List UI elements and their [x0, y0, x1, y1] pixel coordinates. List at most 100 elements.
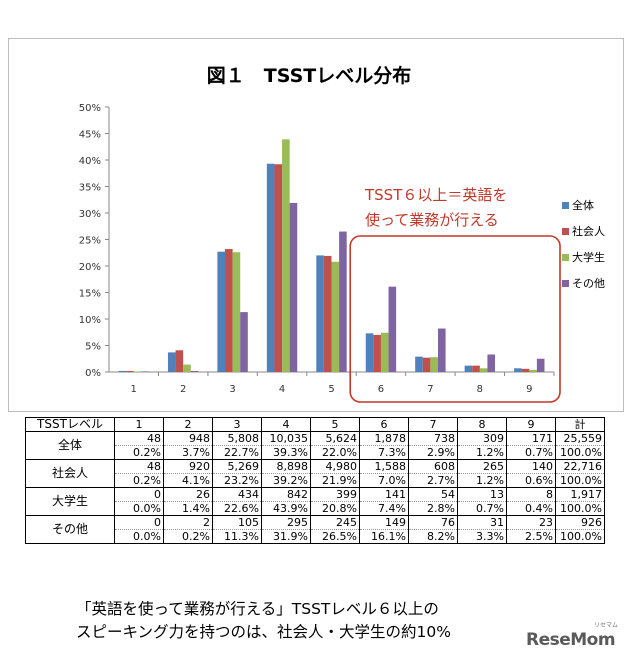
table-cell-count: 13	[457, 487, 507, 502]
caption: 「英語を使って業務が行える」TSSTレベル６以上の スピーキング力を持つのは、社…	[76, 598, 451, 644]
table-row: 0.0% 1.4% 22.6% 43.9% 20.8% 7.4% 2.8% 0.7% 0.4% 1…	[26, 501, 605, 516]
highlight-box	[349, 235, 561, 403]
table-row: その他 0 2 105 295 245 149 76 31 23 926	[25, 515, 605, 544]
bar	[373, 334, 381, 372]
legend-label: 大学生	[572, 250, 605, 264]
legend-swatch	[562, 280, 569, 287]
table-cell-percent: 100.0%	[555, 473, 605, 488]
bar	[437, 328, 446, 372]
table-cell-count: 245	[310, 515, 360, 530]
bar	[118, 370, 127, 372]
bar	[323, 255, 332, 372]
table-cell-count: 309	[457, 431, 507, 446]
y-tick-label: 20%	[79, 262, 101, 273]
y-tick-label: 5%	[85, 342, 101, 353]
table-row: 0.0% 0.2% 11.3% 31.9% 26.5% 16.1% 8.2% 3.3% 2.5%…	[26, 529, 605, 544]
chart-title: 図１ TSSTレベル分布	[207, 64, 411, 87]
legend-label: 全体	[572, 198, 594, 212]
table-cell-percent: 100.0%	[555, 529, 605, 544]
chart-frame: 図１ TSSTレベル分布 0% 5% 10% 15% 20% 25% 30% 35% 40% 45…	[8, 38, 624, 412]
x-tick-label: 3	[229, 384, 235, 395]
table-cell-percent: 2.7%	[408, 473, 458, 488]
bar	[339, 231, 347, 372]
bar	[126, 370, 134, 372]
y-axis: 0% 5% 10% 15% 20% 25% 30% 35% 40% 45% 50%	[79, 103, 110, 379]
legend-swatch	[562, 228, 569, 235]
bar	[529, 369, 537, 372]
table-cell-percent: 22.7%	[212, 445, 262, 460]
legend-label: その他	[572, 277, 605, 290]
table-cell-percent: 7.3%	[359, 445, 409, 460]
table-cell-percent: 0.2%	[114, 473, 164, 488]
x-tick-label: 2	[180, 384, 186, 395]
bar	[415, 356, 423, 372]
table-row: 全体 48 948 5,808 10,035 5,624 1,878 738 309 171 25,…	[25, 431, 605, 460]
table-cell-count: 1,588	[359, 459, 409, 474]
table-cell-count: 926	[555, 515, 605, 530]
table-cell-percent: 8.2%	[408, 529, 458, 544]
bar	[430, 357, 438, 372]
table-row-label: 社会人	[25, 459, 115, 488]
bar	[274, 164, 283, 372]
table-cell-count: 8	[506, 487, 556, 502]
y-tick-label: 50%	[79, 103, 101, 114]
table-cell-percent: 0.2%	[163, 529, 213, 544]
table-cell-percent: 22.0%	[310, 445, 360, 460]
table-header-row: TSSTレベル 1 2 3 4 5 6 7 8 9 計	[25, 417, 605, 432]
table-cell-percent: 21.9%	[310, 473, 360, 488]
bar	[225, 249, 233, 372]
y-tick-label: 15%	[79, 289, 101, 300]
bar	[536, 358, 545, 372]
table-header-cell: 9	[506, 417, 556, 432]
bar	[232, 252, 241, 372]
caption-line-1: 「英語を使って業務が行える」TSSTレベル６以上の	[76, 600, 439, 618]
table-cell-count: 23	[506, 515, 556, 530]
table-cell-count: 10,035	[261, 431, 311, 446]
x-tick-label: 4	[279, 384, 285, 395]
table-header-cell: 2	[163, 417, 213, 432]
table-cell-count: 54	[408, 487, 458, 502]
bar	[316, 255, 324, 372]
data-table: TSSTレベル 1 2 3 4 5 6 7 8 9 計全体 48 948 5,808 10,035 5,624…	[25, 417, 605, 544]
x-tick-label: 9	[526, 384, 532, 395]
y-tick-label: 10%	[79, 315, 101, 326]
legend-label: 社会人	[572, 224, 605, 238]
table-cell-count: 2	[163, 515, 213, 530]
table-cell-percent: 0.6%	[506, 473, 556, 488]
y-tick-label: 40%	[79, 156, 101, 167]
table-cell-count: 171	[506, 431, 556, 446]
table-cell-count: 8,898	[261, 459, 311, 474]
table-header-cell: 5	[310, 417, 360, 432]
table-cell-percent: 1.2%	[457, 445, 507, 460]
table-cell-count: 149	[359, 515, 409, 530]
table-cell-percent: 0.0%	[114, 529, 164, 544]
bar	[464, 365, 473, 372]
bar	[472, 365, 480, 372]
table-header-cell: 計	[555, 417, 605, 432]
table-cell-percent: 1.2%	[457, 473, 507, 488]
bar	[422, 357, 431, 372]
bar	[479, 368, 488, 372]
table-cell-count: 0	[114, 487, 164, 502]
x-tick-label: 7	[427, 384, 433, 395]
table-cell-count: 399	[310, 487, 360, 502]
table-header-cell: 8	[457, 417, 507, 432]
x-tick-label: 1	[131, 384, 137, 395]
table-cell-count: 842	[261, 487, 311, 502]
bar	[380, 332, 389, 372]
table-cell-percent: 0.7%	[457, 501, 507, 516]
table-cell-percent: 11.3%	[212, 529, 262, 544]
bar	[183, 364, 191, 372]
table-row: 社会人 48 920 5,269 8,898 4,980 1,588 608 265 140 22,…	[25, 459, 605, 488]
table-cell-count: 4,980	[310, 459, 360, 474]
bar	[521, 368, 530, 372]
table-cell-percent: 23.2%	[212, 473, 262, 488]
bar	[289, 202, 298, 372]
table-row: 0.2% 3.7% 22.7% 39.3% 22.0% 7.3% 2.9% 1.2% 0.7% 1…	[26, 445, 605, 460]
logo-subtext: リセマム	[594, 622, 619, 629]
table-cell-percent: 0.7%	[506, 445, 556, 460]
table-row: 大学生 0 26 434 842 399 141 54 13 8 1,917	[25, 487, 605, 516]
bar	[282, 139, 290, 372]
x-tick-label: 6	[378, 384, 384, 395]
